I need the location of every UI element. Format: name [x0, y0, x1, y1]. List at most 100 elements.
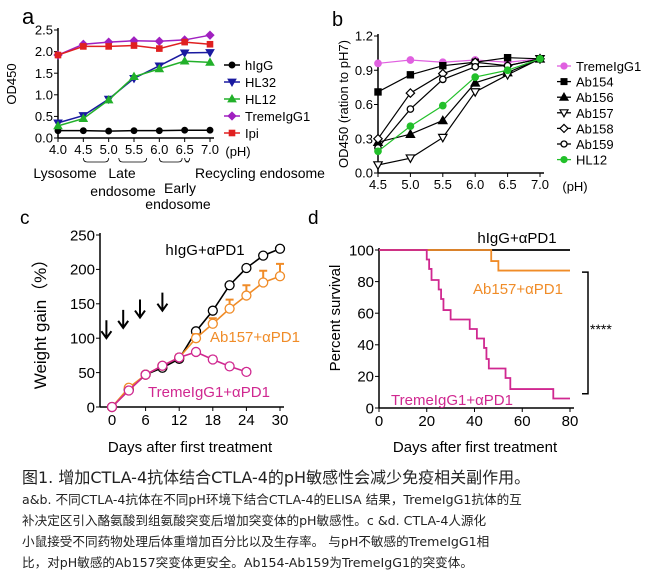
- y-tick-label: 0.0: [355, 166, 373, 181]
- y-tick-label: 2.0: [35, 44, 53, 59]
- data-point-TremeIgG1+αPD1: [241, 366, 252, 378]
- data-point-hIgG: [181, 126, 189, 134]
- series-line-Ab154: [377, 57, 541, 93]
- data-point-HL12: [503, 66, 512, 75]
- annotation-recycling: Recycling endosome: [195, 165, 325, 181]
- panel-label-a: a: [22, 4, 35, 29]
- y-tick-label: 0: [366, 400, 374, 417]
- x-tick-label: 6.5: [176, 142, 194, 157]
- legend-label: HL32: [245, 75, 276, 90]
- data-point-Ab156: [405, 128, 416, 138]
- y-tick-label: 60: [357, 305, 374, 322]
- range-bracket: [118, 157, 148, 163]
- data-point-HL12: [536, 54, 544, 63]
- annotation-endosome: endosome: [145, 196, 211, 212]
- data-point-Ab157+αPD1: [274, 271, 286, 282]
- x-axis-label: Days after first treatment: [393, 439, 558, 456]
- legend-label: TremeIgG1: [245, 109, 310, 124]
- y-tick-label: 40: [357, 337, 374, 354]
- data-point-Ab157+αPD1: [258, 277, 269, 288]
- legend-label: Ab158: [576, 121, 614, 136]
- y-tick-label: 20: [357, 369, 374, 386]
- y-axis-label: OD450: [4, 63, 19, 104]
- series-label-TremeIgG1: TremeIgG1+αPD1: [391, 392, 513, 409]
- legend-label: hIgG: [245, 58, 273, 73]
- series-line-Ab156: [377, 58, 541, 143]
- x-tick-label: 6.5: [499, 177, 517, 192]
- y-tick-label: 0.0: [35, 131, 53, 146]
- x-tick-label: 4.5: [369, 177, 387, 192]
- data-point-Ab157+αPD1: [241, 290, 252, 301]
- data-point-Ab154: [374, 88, 382, 96]
- x-tick-label: 24: [238, 412, 255, 429]
- series-label-hIgG: hIgG+αPD1: [477, 230, 556, 247]
- data-point-Ab159: [406, 105, 415, 113]
- series-label-TremeIgG1: TremeIgG1+αPD1: [148, 384, 270, 401]
- y-axis-label: Percent survival: [327, 265, 344, 372]
- data-point-TremeIgG1+αPD1: [106, 401, 118, 413]
- series-line-Ab159: [377, 58, 541, 149]
- y-tick-label: 0.5: [35, 109, 53, 124]
- y-tick-label: 250: [70, 227, 95, 244]
- data-point-Ab158: [405, 88, 416, 99]
- legend-marker: [228, 61, 236, 69]
- y-axis-label: OD450 (ration to pH7): [336, 40, 351, 168]
- legend-marker: [559, 123, 569, 134]
- x-tick-label: 4.0: [49, 142, 67, 157]
- annotation-lysosome: Lysosome: [33, 165, 97, 181]
- range-bracket: [184, 157, 191, 163]
- data-point-Ab154: [503, 53, 512, 62]
- data-point-hIgG+αPD1: [224, 280, 235, 291]
- data-point-hIgG: [130, 127, 138, 135]
- y-tick-label: 1.5: [35, 66, 53, 81]
- data-point-HL32: [205, 49, 215, 58]
- data-point-HL12: [129, 71, 139, 81]
- data-point-HL12: [471, 73, 480, 81]
- panel-label-c: c: [20, 208, 30, 229]
- legend-label: Ab157: [576, 106, 614, 121]
- legend-marker: [560, 62, 568, 70]
- legend-label: Ab159: [576, 137, 614, 152]
- legend-label: Ipi: [245, 126, 259, 141]
- survival-curve-Ab157+αPD1: [379, 249, 570, 272]
- x-tick-label: 7.0: [201, 142, 219, 157]
- x-tick-label: 0: [108, 412, 116, 429]
- dosing-arrow-icon: [117, 309, 130, 330]
- data-point-hIgG+αPD1: [207, 305, 218, 316]
- legend-label: HL12: [245, 92, 276, 107]
- y-tick-label: 0.9: [355, 63, 373, 78]
- y-tick-label: 1.0: [35, 87, 53, 102]
- y-tick-label: 0.6: [355, 97, 373, 112]
- legend-marker: [227, 78, 237, 88]
- significance-bracket: [582, 271, 589, 395]
- data-point-Ab157+αPD1: [190, 333, 202, 344]
- dosing-arrow-icon: [100, 320, 113, 340]
- x-tick-label: 20: [418, 413, 435, 430]
- legend-marker: [227, 111, 237, 121]
- x-axis-label: Days after first treatment: [108, 439, 273, 456]
- data-point-hIgG+αPD1: [274, 243, 286, 254]
- series-label-Ab157: Ab157+αPD1: [210, 329, 300, 346]
- y-tick-label: 80: [357, 274, 374, 291]
- data-point-HL12: [154, 63, 165, 73]
- panel-label-b: b: [332, 9, 343, 31]
- data-point-HL12: [406, 122, 415, 131]
- legend-label: HL12: [576, 153, 607, 168]
- data-point-Ab158: [372, 133, 384, 144]
- y-tick-label: 0.3: [355, 131, 373, 146]
- significance-stars: ****: [590, 321, 612, 337]
- series-line-Ab157: [377, 58, 541, 166]
- x-tick-label: 18: [204, 412, 221, 429]
- legend-label: TremeIgG1: [576, 59, 641, 74]
- data-point-TremeIgG1+αPD1: [140, 369, 151, 380]
- data-point-Ab157+αPD1: [207, 318, 218, 329]
- y-tick-label: 1.2: [355, 29, 373, 44]
- x-tick-label: 12: [171, 412, 188, 429]
- caption-line: 补决定区引入酪氨酸到组氨酸突变后增加突变体的pH敏感性。c &d. CTLA-4…: [22, 513, 487, 528]
- data-point-Ab157: [405, 154, 416, 164]
- legend-marker: [558, 109, 570, 119]
- data-point-hIgG: [105, 127, 113, 135]
- y-tick-label: 100: [349, 242, 374, 259]
- data-point-Ipi: [206, 40, 214, 48]
- data-point-Ipi: [181, 38, 188, 46]
